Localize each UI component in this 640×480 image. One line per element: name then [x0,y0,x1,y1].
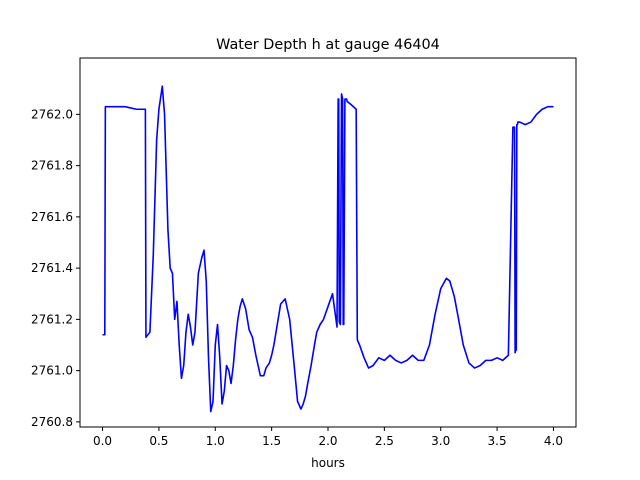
y-tick-label: 2761.8 [31,159,73,173]
x-tick-label: 2.5 [375,434,394,448]
y-tick-label: 2761.4 [31,261,73,275]
y-tick-label: 2761.6 [31,210,73,224]
x-tick-label: 4.0 [544,434,563,448]
chart-title: Water Depth h at gauge 46404 [216,37,440,53]
y-tick-label: 2760.8 [31,415,73,429]
x-tick-label: 1.5 [262,434,281,448]
y-axis: 2760.8 2761.0 2761.2 2761.4 2761.6 2761.8 2762… [31,107,80,429]
x-axis: 0.0 0.5 1.0 1.5 2.0 2.5 3.0 3.5 4.0 [93,427,563,448]
series-line [102,85,554,413]
x-tick-label: 0.0 [93,434,112,448]
x-tick-label: 3.5 [488,434,507,448]
y-tick-label: 2761.2 [31,312,73,326]
x-tick-label: 1.0 [206,434,225,448]
series-layer [102,85,554,413]
x-tick-label: 2.0 [318,434,337,448]
y-tick-label: 2762.0 [31,107,73,121]
x-axis-label: hours [311,456,345,470]
x-tick-label: 0.5 [149,434,168,448]
x-tick-label: 3.0 [431,434,450,448]
y-tick-label: 2761.0 [31,364,73,378]
